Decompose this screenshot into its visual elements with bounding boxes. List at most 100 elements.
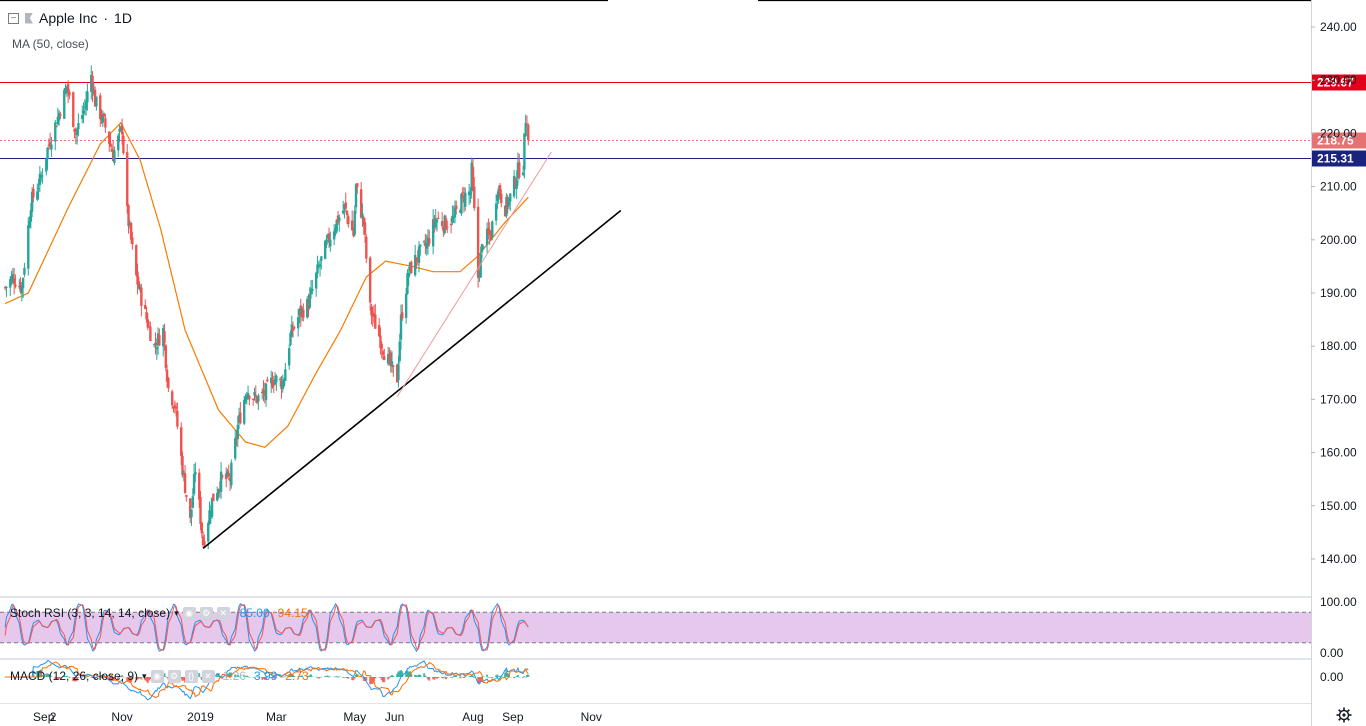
chevron-down-icon[interactable]: ▾ [174,607,179,618]
gear-icon[interactable]: ⚙ [167,669,181,683]
candle-body [318,264,322,267]
macd-histogram-bar [76,677,79,681]
flag-icon[interactable] [25,12,33,24]
candle-body [140,287,143,306]
macd-histogram-bar [85,677,88,678]
candle-body [99,95,102,120]
macd-histogram-bar [427,677,430,680]
macd-histogram-bar [245,675,248,677]
candle-body [514,178,517,188]
candle-body [386,354,390,364]
macd-histogram-bar [243,675,246,677]
candle-body [66,83,70,94]
candle-body [210,497,214,517]
macd-histogram-bar [47,674,50,677]
macd-histogram-bar [163,673,166,677]
candle-body [460,193,463,214]
macd-histogram-bar [54,677,57,679]
stoch-d-line [4,603,529,652]
macd-histogram-bar [118,676,121,678]
macd-histogram-bar [46,673,49,677]
settings-gear-icon[interactable] [1336,707,1352,723]
candle-body [226,471,229,476]
candle-body [129,223,133,240]
macd-histogram-bar [112,677,115,681]
candle-body [176,410,179,427]
price-axis[interactable]: 240.00 230.00 220.00 210.00 200.00 190.00 180.… [1311,20,1357,684]
macd-legend[interactable]: MACD (12, 26, close, 9) ▾ ◉ ⚙ {} ✕ 1.26 … [10,669,309,683]
macd-histogram-bar [121,675,124,677]
macd-histogram-bar [41,674,44,677]
candle-body [507,198,511,206]
stoch-rsi-legend[interactable]: Stoch RSI (3, 3, 14, 14, close) ▾ ◉ ⚙ ✕ … [10,606,308,620]
candle-body [95,96,98,107]
candle-body [239,412,242,424]
macd-histogram-bar [343,677,346,678]
gear-icon[interactable]: ⚙ [199,606,213,620]
candle-body [512,175,516,197]
candle-body [527,124,530,141]
macd-histogram-bar [471,675,474,677]
collapse-icon[interactable]: − [8,12,19,24]
candle-body [497,188,500,198]
macd-histogram-bar [198,673,201,677]
candle-body [467,191,471,196]
macd-histogram-bar [460,676,463,678]
candle-body [305,298,309,318]
candle-body [55,126,58,128]
support-trendline [202,209,622,549]
macd-histogram-bar [127,677,130,682]
candle-body [83,106,87,108]
eye-icon[interactable]: ◉ [150,669,164,683]
candle-body [191,496,194,508]
macd-histogram-bar [37,671,40,677]
candle-body [36,191,39,200]
candle-body [84,101,88,110]
candle-body [480,244,484,253]
price-tick-label: 200.00 [1320,233,1357,247]
time-tick-label: Sep [502,710,524,724]
candle-body [325,240,328,245]
macd-histogram-bar [424,675,427,677]
candle-body [442,227,445,232]
symbol-legend[interactable]: − Apple Inc · 1D [8,10,132,26]
candle-body [496,194,499,201]
macd-histogram-bar [74,677,77,682]
candle-body [509,193,512,202]
eye-icon[interactable]: ◉ [182,606,196,620]
candle-body [314,272,318,289]
close-icon[interactable]: ✕ [201,669,215,683]
macd-histogram-bar [68,677,71,678]
candle-body [516,162,520,179]
macd-histogram-bar [434,677,437,679]
macd-histogram-bar [469,675,472,677]
candle-body [110,148,114,152]
macd-histogram-bar [324,676,327,677]
macd-histogram-bar [275,676,278,678]
candle-body [149,326,152,342]
chevron-down-icon[interactable]: ▾ [142,670,147,681]
close-icon[interactable]: ✕ [216,606,230,620]
macd-histogram-bar [407,671,410,677]
candle-body [38,174,42,186]
candle-body [272,384,275,386]
stoch-rsi-title: Stoch RSI (3, 3, 14, 14, close) [10,606,171,620]
macd-histogram-bar [443,676,446,678]
macd-histogram-bar [279,676,282,677]
candle-body [120,124,124,135]
candle-body [183,473,187,494]
macd-histogram-bar [333,676,336,678]
macd-histogram-bar [383,677,386,683]
candle-body [54,122,57,142]
candle-body [253,392,256,396]
source-code-icon[interactable]: {} [184,669,198,683]
macd-histogram-bar [139,677,142,679]
candle-body [291,327,295,331]
macd-histogram-bar [391,674,394,677]
candle-body [489,233,493,240]
candle-body [359,189,363,218]
ma-legend[interactable]: MA (50, close) [12,37,89,51]
candle-body [119,126,123,130]
macd-histogram-bar [423,673,426,677]
